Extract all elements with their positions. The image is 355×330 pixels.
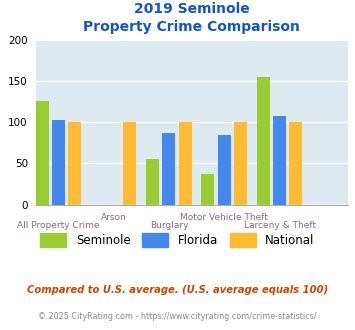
Bar (179, 122, 192, 205)
Bar (124, 122, 136, 205)
Legend: Seminole, Florida, National: Seminole, Florida, National (36, 228, 320, 251)
Text: Burglary: Burglary (150, 221, 188, 230)
Bar (146, 159, 159, 205)
Text: All Property Crime: All Property Crime (17, 221, 99, 230)
Text: Larceny & Theft: Larceny & Theft (244, 221, 316, 230)
Bar (257, 77, 270, 205)
Bar (218, 135, 231, 205)
Bar (234, 122, 247, 205)
Bar (289, 122, 302, 205)
Title: 2019 Seminole
Property Crime Comparison: 2019 Seminole Property Crime Comparison (83, 2, 300, 34)
Text: Motor Vehicle Theft: Motor Vehicle Theft (180, 213, 268, 222)
Bar (202, 174, 214, 205)
Bar (68, 122, 81, 205)
Bar (36, 102, 49, 205)
Bar (163, 133, 175, 205)
Text: © 2025 CityRating.com - https://www.cityrating.com/crime-statistics/: © 2025 CityRating.com - https://www.city… (38, 312, 317, 321)
Bar (52, 120, 65, 205)
Text: Arson: Arson (101, 213, 126, 222)
Text: Compared to U.S. average. (U.S. average equals 100): Compared to U.S. average. (U.S. average … (27, 285, 328, 295)
Bar (273, 116, 286, 205)
